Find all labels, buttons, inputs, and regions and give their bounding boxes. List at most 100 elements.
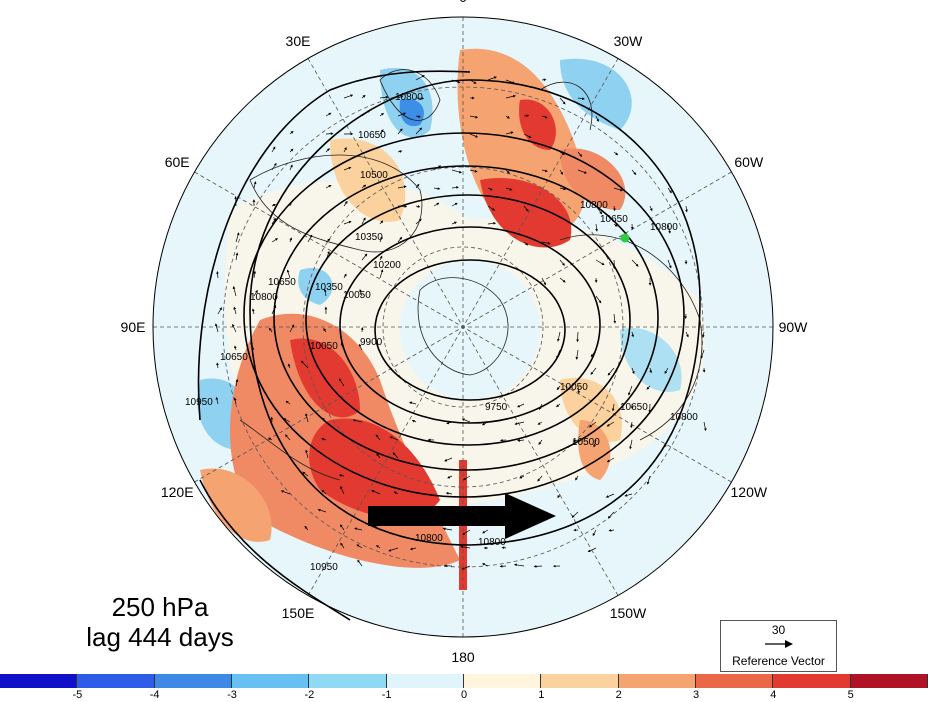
contour-label: 10650 (268, 277, 296, 288)
wind-vector (289, 237, 293, 243)
wind-vector (271, 204, 276, 207)
wind-vector (556, 349, 561, 359)
wind-vector (338, 474, 345, 477)
positive-anomaly (578, 420, 611, 480)
positive-anomaly (309, 418, 440, 519)
wind-vector (269, 327, 273, 333)
wind-vector (541, 169, 548, 173)
wind-vector (338, 378, 345, 387)
wind-vector (523, 133, 532, 138)
wind-vector (469, 133, 479, 138)
wind-vector (325, 250, 330, 261)
wind-vector (361, 253, 368, 261)
wind-vector (513, 563, 525, 567)
colorbar-tick-label: -5 (72, 689, 83, 701)
wind-vector (415, 183, 420, 189)
propagation-arrow (368, 493, 556, 539)
wind-vector (505, 131, 514, 135)
colorbar-swatches (0, 674, 928, 688)
wind-vector (217, 307, 222, 315)
figure-title: 250 hPa lag 444 days (50, 592, 270, 652)
wind-vector (613, 205, 616, 212)
wind-vector (505, 187, 513, 191)
wind-vector (250, 341, 255, 351)
wind-vector (592, 529, 597, 537)
colorbar-tick-label: 4 (770, 689, 777, 701)
wind-vector (460, 545, 471, 549)
colorbar-tick-label: 5 (847, 689, 854, 701)
wind-vector (607, 367, 615, 376)
colorbar-tick-label: -4 (149, 689, 160, 701)
contour-labels: 10800 10650 10500 10350 10200 10050 9900 10800 1… (185, 92, 698, 573)
contour-label: 10350 (315, 282, 343, 293)
polar-region (400, 260, 540, 400)
colorbar-swatch (463, 674, 542, 688)
colorbar-swatch (695, 674, 774, 688)
wind-vector (233, 397, 237, 405)
wind-vector (462, 529, 471, 535)
colorbar-tick-label: 0 (460, 689, 468, 701)
longitude-labels: 0 30W 60W 90W 120W 150W 180 150E 120E 90E 60E 30E (121, 0, 809, 665)
contour-label: 10500 (360, 170, 388, 181)
wind-vector (629, 439, 633, 450)
contour-label: 10800 (650, 222, 678, 233)
wind-vector (305, 413, 309, 423)
wind-vector (523, 241, 529, 246)
wind-vector (487, 221, 497, 225)
colorbar-tick-label: -2 (304, 689, 315, 701)
wind-vector (393, 491, 399, 495)
wind-vector (469, 115, 479, 119)
negative-anomaly (399, 99, 424, 127)
wind-vector (541, 241, 551, 245)
contour-label: 10650 (358, 130, 386, 141)
contour-label: 10050 (560, 382, 588, 393)
colorbar-tick-label: 2 (615, 689, 622, 701)
wind-vector (433, 165, 442, 171)
colorbar-tick-label: 1 (538, 689, 545, 701)
wind-vector (397, 185, 407, 189)
wind-vector (376, 453, 381, 459)
wind-vector (397, 128, 403, 135)
contour-label: 10950 (310, 562, 338, 573)
longitude-label: 30E (286, 33, 311, 49)
wind-vector (685, 331, 689, 338)
contour-label: 10650 (220, 352, 248, 363)
wind-vector (595, 259, 605, 266)
wind-vector (556, 403, 561, 408)
wind-vector (442, 527, 453, 531)
wind-vector (415, 218, 422, 225)
colorbar-swatch (773, 674, 851, 688)
wind-vector (628, 385, 633, 396)
longitude-label: 90W (779, 319, 809, 335)
wind-vector (271, 305, 277, 315)
contour-label: 10800 (250, 292, 278, 303)
wind-vector (523, 205, 529, 212)
wind-vector (343, 220, 352, 225)
wind-vector (451, 186, 459, 189)
longitude-label: 150E (282, 605, 315, 621)
wind-vector (576, 331, 579, 343)
wind-vector (505, 79, 516, 84)
wind-vector (482, 529, 489, 534)
wind-vector (253, 181, 257, 189)
wind-vector (216, 271, 219, 279)
wind-vector (538, 403, 543, 410)
contour-label: 10800 (415, 533, 443, 544)
wind-vector (361, 217, 366, 225)
graticule (153, 17, 773, 637)
wind-vector (343, 166, 352, 171)
wind-vector (397, 236, 403, 243)
wind-vector (557, 331, 561, 342)
lag-label: lag 444 days (86, 622, 234, 652)
wind-vector (289, 324, 295, 333)
wind-vector (664, 367, 669, 374)
contour-label: 9900 (360, 337, 383, 348)
colorbar-tick-label: 3 (692, 689, 700, 701)
wind-vector (392, 452, 399, 459)
wind-vector (340, 542, 345, 549)
contour-label: 9750 (485, 402, 508, 413)
wind-vector (379, 95, 389, 99)
wind-vector (232, 323, 237, 333)
wind-vector (323, 328, 327, 333)
wind-vector (415, 127, 423, 135)
